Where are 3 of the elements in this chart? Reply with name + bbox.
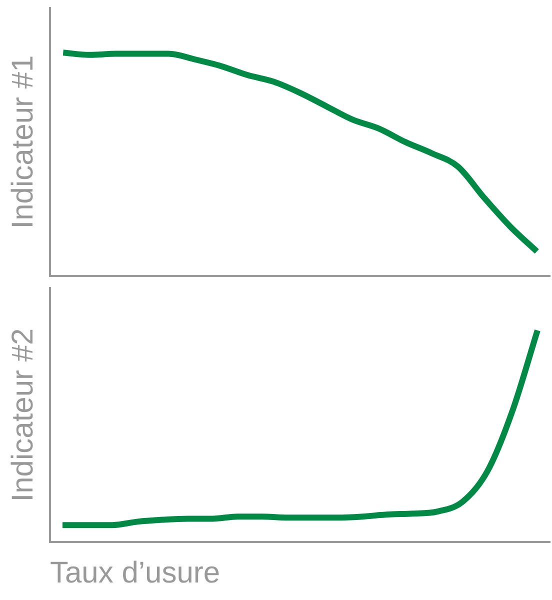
y-axis-title: Indicateur #1 [6, 55, 40, 229]
y-axis-title: Indicateur #2 [6, 328, 40, 502]
x-axis-title: Taux d’usure [50, 556, 220, 590]
